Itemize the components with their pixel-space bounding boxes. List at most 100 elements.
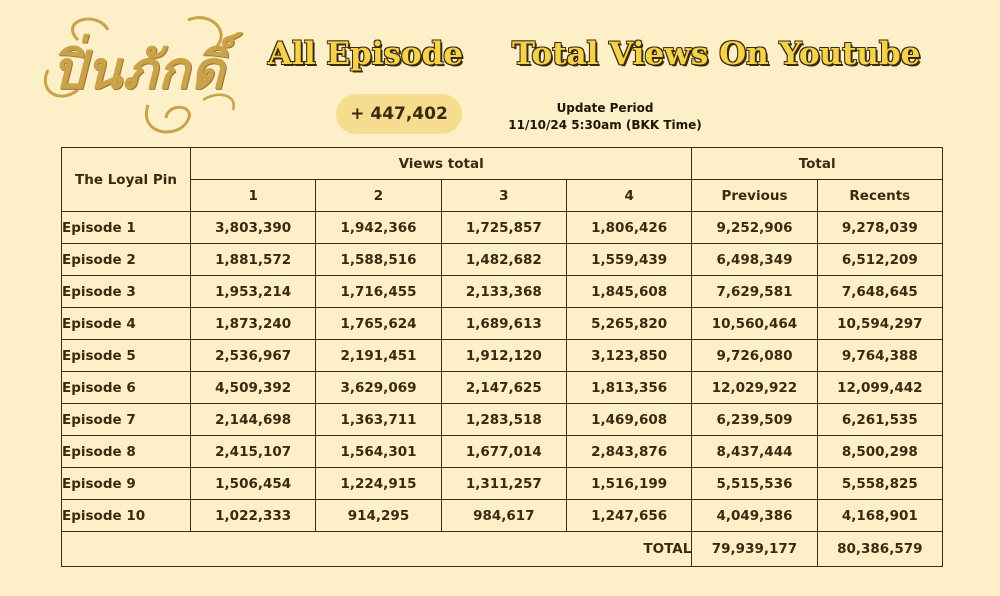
recents-cell: 7,648,645 bbox=[816, 275, 944, 308]
episode-label: Episode 9 bbox=[61, 467, 191, 500]
views-cell: 1,559,439 bbox=[565, 243, 693, 276]
views-cell: 1,813,356 bbox=[565, 371, 693, 404]
views-cell: 4,509,392 bbox=[189, 371, 317, 404]
recents-cell: 12,099,442 bbox=[816, 371, 944, 404]
views-cell: 1,564,301 bbox=[315, 435, 442, 468]
recents-cell: 5,558,825 bbox=[816, 467, 944, 500]
table-row: Episode 8 2,415,107 1,564,301 1,677,014 … bbox=[61, 435, 944, 468]
recents-cell: 9,764,388 bbox=[816, 339, 944, 372]
table-row: Episode 4 1,873,240 1,765,624 1,689,613 … bbox=[61, 307, 944, 340]
update-label: Update Period bbox=[556, 101, 654, 115]
total-recents: 80,386,579 bbox=[816, 531, 944, 567]
previous-cell: 4,049,386 bbox=[691, 499, 818, 532]
views-cell: 1,845,608 bbox=[565, 275, 693, 308]
brand-logo: ปิ่นภักดิ์ bbox=[38, 10, 238, 140]
views-cell: 914,295 bbox=[315, 499, 442, 532]
table-row: Episode 10 1,022,333 914,295 984,617 1,2… bbox=[61, 499, 944, 532]
recents-cell: 4,168,901 bbox=[816, 499, 944, 532]
total-row: TOTAL 79,939,177 80,386,579 bbox=[60, 531, 944, 567]
column-header: 4 bbox=[565, 179, 693, 212]
views-cell: 1,283,518 bbox=[440, 403, 567, 436]
views-cell: 1,677,014 bbox=[440, 435, 567, 468]
views-cell: 1,725,857 bbox=[440, 211, 567, 244]
views-cell: 2,133,368 bbox=[440, 275, 567, 308]
corner-title: The Loyal Pin bbox=[61, 147, 191, 212]
column-header: 3 bbox=[440, 179, 567, 212]
recents-cell: 10,594,297 bbox=[816, 307, 944, 340]
ornament-icon bbox=[43, 16, 235, 134]
views-cell: 2,536,967 bbox=[189, 339, 317, 372]
increase-badge: + 447,402 bbox=[336, 94, 462, 134]
recents-cell: 8,500,298 bbox=[816, 435, 944, 468]
episode-label: Episode 1 bbox=[61, 211, 191, 244]
views-cell: 1,953,214 bbox=[189, 275, 317, 308]
recents-header: Recents bbox=[816, 179, 944, 212]
previous-cell: 9,252,906 bbox=[691, 211, 818, 244]
table-row: Episode 2 1,881,572 1,588,516 1,482,682 … bbox=[61, 243, 944, 276]
episode-label: Episode 6 bbox=[61, 371, 191, 404]
views-cell: 1,716,455 bbox=[315, 275, 442, 308]
views-cell: 984,617 bbox=[440, 499, 567, 532]
previous-header: Previous bbox=[691, 179, 818, 212]
headline-total-views: Total Views On Youtube bbox=[512, 36, 921, 72]
views-cell: 1,881,572 bbox=[189, 243, 317, 276]
episode-label: Episode 8 bbox=[61, 435, 191, 468]
episode-label: Episode 2 bbox=[61, 243, 191, 276]
views-cell: 1,689,613 bbox=[440, 307, 567, 340]
column-header: 1 bbox=[189, 179, 317, 212]
update-value: 11/10/24 5:30am (BKK Time) bbox=[508, 118, 702, 132]
episode-label: Episode 10 bbox=[61, 499, 191, 532]
previous-cell: 9,726,080 bbox=[691, 339, 818, 372]
views-cell: 1,311,257 bbox=[440, 467, 567, 500]
views-cell: 3,629,069 bbox=[315, 371, 442, 404]
views-cell: 1,506,454 bbox=[189, 467, 317, 500]
headline-all-episode: All Episode bbox=[268, 36, 464, 72]
total-label: TOTAL bbox=[60, 531, 693, 567]
views-cell: 1,022,333 bbox=[189, 499, 317, 532]
table-row: Episode 1 3,803,390 1,942,366 1,725,857 … bbox=[61, 211, 944, 244]
views-cell: 1,806,426 bbox=[565, 211, 693, 244]
views-cell: 2,147,625 bbox=[440, 371, 567, 404]
views-cell: 1,247,656 bbox=[565, 499, 693, 532]
views-cell: 1,363,711 bbox=[315, 403, 442, 436]
previous-cell: 5,515,536 bbox=[691, 467, 818, 500]
table-row: Episode 3 1,953,214 1,716,455 2,133,368 … bbox=[61, 275, 944, 308]
column-header: 2 bbox=[315, 179, 442, 212]
table-row: Episode 5 2,536,967 2,191,451 1,912,120 … bbox=[61, 339, 944, 372]
logo-text: ปิ่นภักดิ์ bbox=[52, 40, 226, 101]
table-row: Episode 6 4,509,392 3,629,069 2,147,625 … bbox=[61, 371, 944, 404]
views-cell: 5,265,820 bbox=[565, 307, 693, 340]
episode-label: Episode 3 bbox=[61, 275, 191, 308]
views-cell: 2,144,698 bbox=[189, 403, 317, 436]
views-cell: 2,415,107 bbox=[189, 435, 317, 468]
previous-cell: 10,560,464 bbox=[691, 307, 818, 340]
previous-cell: 6,239,509 bbox=[691, 403, 818, 436]
update-period: Update Period 11/10/24 5:30am (BKK Time) bbox=[500, 100, 710, 134]
views-cell: 2,191,451 bbox=[315, 339, 442, 372]
views-cell: 3,123,850 bbox=[565, 339, 693, 372]
views-cell: 1,765,624 bbox=[315, 307, 442, 340]
views-cell: 1,873,240 bbox=[189, 307, 317, 340]
episode-label: Episode 7 bbox=[61, 403, 191, 436]
episode-label: Episode 5 bbox=[61, 339, 191, 372]
views-cell: 1,912,120 bbox=[440, 339, 567, 372]
views-cell: 1,469,608 bbox=[565, 403, 693, 436]
previous-cell: 7,629,581 bbox=[691, 275, 818, 308]
recents-cell: 6,261,535 bbox=[816, 403, 944, 436]
total-header: Total bbox=[691, 147, 943, 180]
table-row: Episode 7 2,144,698 1,363,711 1,283,518 … bbox=[61, 403, 944, 436]
previous-cell: 12,029,922 bbox=[691, 371, 818, 404]
views-cell: 1,224,915 bbox=[315, 467, 442, 500]
recents-cell: 9,278,039 bbox=[816, 211, 944, 244]
views-cell: 1,482,682 bbox=[440, 243, 567, 276]
recents-cell: 6,512,209 bbox=[816, 243, 944, 276]
views-total-header: Views total bbox=[189, 147, 693, 180]
episode-label: Episode 4 bbox=[61, 307, 191, 340]
total-previous: 79,939,177 bbox=[691, 531, 818, 567]
previous-cell: 6,498,349 bbox=[691, 243, 818, 276]
views-table: The Loyal Pin Views total Total 1 2 3 4 … bbox=[60, 147, 944, 567]
views-cell: 2,843,876 bbox=[565, 435, 693, 468]
views-cell: 1,588,516 bbox=[315, 243, 442, 276]
previous-cell: 8,437,444 bbox=[691, 435, 818, 468]
table-row: Episode 9 1,506,454 1,224,915 1,311,257 … bbox=[61, 467, 944, 500]
